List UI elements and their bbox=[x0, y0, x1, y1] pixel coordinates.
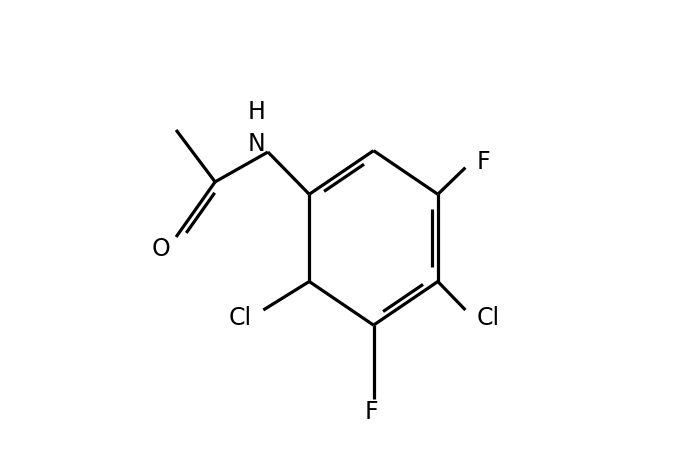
Text: F: F bbox=[365, 401, 378, 425]
Text: Cl: Cl bbox=[229, 306, 252, 330]
Text: F: F bbox=[477, 150, 491, 174]
Text: H: H bbox=[248, 100, 266, 124]
Text: Cl: Cl bbox=[477, 306, 500, 330]
Text: N: N bbox=[248, 132, 265, 156]
Text: O: O bbox=[152, 237, 171, 261]
